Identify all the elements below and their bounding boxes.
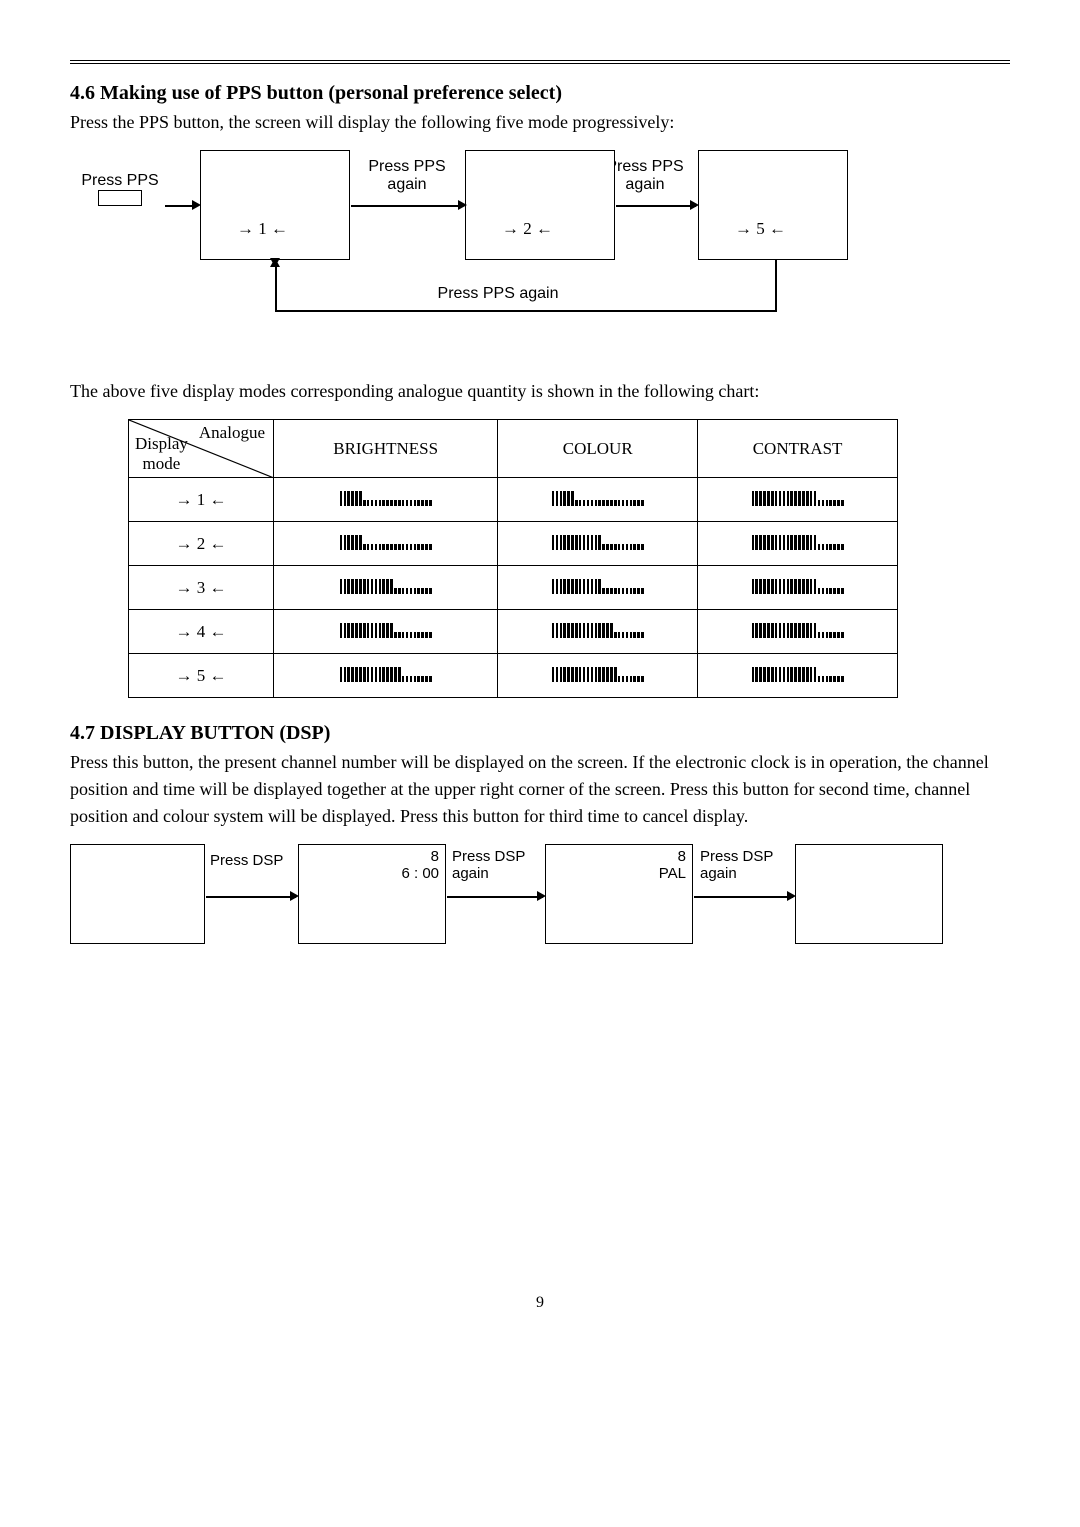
level-bar [752, 532, 844, 550]
arrow-head-icon [192, 200, 201, 210]
press-dsp-label-1: Press DSP [210, 852, 283, 869]
osd1-bottom: 6 : 00 [401, 865, 439, 882]
osd1-top: 8 [431, 848, 439, 865]
bar-cell [498, 654, 698, 698]
arrow-line [775, 260, 777, 312]
arrow-line [165, 205, 195, 207]
col-header: COLOUR [498, 420, 698, 478]
pps-screen-5: 5 [698, 150, 848, 260]
level-bar [552, 620, 644, 638]
bar-cell [274, 566, 498, 610]
heading-4-6: 4.6 Making use of PPS button (personal p… [70, 82, 1010, 105]
arrow-head-icon [690, 200, 699, 210]
table-row: 4 [129, 610, 898, 654]
mode-cell: 5 [129, 654, 274, 698]
osd2-top: 8 [678, 848, 686, 865]
diag-top-label: Analogue [199, 423, 265, 443]
level-bar [552, 664, 644, 682]
pps-button-icon [98, 190, 142, 206]
col-header: BRIGHTNESS [274, 420, 498, 478]
bar-cell [698, 566, 898, 610]
press-dsp-again-label-2: Press DSPagain [700, 848, 773, 883]
dsp-screen-1: 8 6 : 00 [298, 844, 446, 944]
arrow-line [275, 260, 277, 312]
level-bar [340, 664, 432, 682]
mode-cell: 3 [129, 566, 274, 610]
analogue-intro: The above five display modes correspondi… [70, 378, 1010, 405]
table-row: 1 [129, 478, 898, 522]
bar-cell [498, 610, 698, 654]
arrow-line [206, 896, 296, 898]
arrow-line [694, 896, 793, 898]
level-bar [552, 576, 644, 594]
dsp-screen-3 [795, 844, 943, 944]
analogue-chart-table: Analogue Displaymode BRIGHTNESS COLOUR C… [128, 419, 898, 698]
mode-cell: 2 [129, 522, 274, 566]
press-pps-label: Press PPS [81, 172, 158, 189]
dsp-screen-0 [70, 844, 205, 944]
pps-flow-diagram: Press PPS Press PPSagain Press PPSagain … [70, 150, 1010, 360]
bar-cell [274, 654, 498, 698]
bar-cell [498, 522, 698, 566]
arrow-line [447, 896, 543, 898]
press-pps-again-label-1: Press PPSagain [352, 158, 462, 195]
bar-cell [274, 478, 498, 522]
bar-cell [698, 522, 898, 566]
mode-cell: 1 [129, 478, 274, 522]
pps-screen-1: 1 [200, 150, 350, 260]
arrow-head-icon [458, 200, 467, 210]
bar-cell [498, 478, 698, 522]
intro-4-6: Press the PPS button, the screen will di… [70, 109, 1010, 136]
arrow-line [351, 205, 463, 207]
diag-bottom-label: Displaymode [135, 434, 188, 474]
mode-marker-2: 2 [502, 219, 553, 239]
level-bar [340, 532, 432, 550]
level-bar [340, 620, 432, 638]
top-rule [70, 60, 1010, 64]
table-row: 5 [129, 654, 898, 698]
mode-cell: 4 [129, 610, 274, 654]
bar-cell [274, 522, 498, 566]
osd2-bottom: PAL [659, 865, 686, 882]
level-bar [752, 576, 844, 594]
table-row: 3 [129, 566, 898, 610]
diag-header-cell: Analogue Displaymode [129, 420, 274, 478]
level-bar [552, 532, 644, 550]
level-bar [340, 576, 432, 594]
arrow-head-icon [537, 891, 546, 901]
bar-cell [698, 610, 898, 654]
body-4-7: Press this button, the present channel n… [70, 749, 1010, 830]
table-row: 2 [129, 522, 898, 566]
press-dsp-again-label-1: Press DSPagain [452, 848, 525, 883]
bar-cell [698, 478, 898, 522]
dsp-screen-2: 8 PAL [545, 844, 693, 944]
arrow-head-icon [290, 891, 299, 901]
heading-4-7: 4.7 DISPLAY BUTTON (DSP) [70, 722, 1010, 745]
level-bar [552, 488, 644, 506]
level-bar [752, 488, 844, 506]
level-bar [340, 488, 432, 506]
pps-screen-2: 2 [465, 150, 615, 260]
page-number: 9 [70, 1294, 1010, 1312]
arrow-head-icon [787, 891, 796, 901]
press-pps-again-bottom-label: Press PPS again [408, 285, 588, 303]
arrow-line [275, 310, 777, 312]
arrow-head-up-icon [270, 258, 280, 267]
level-bar [752, 664, 844, 682]
bar-cell [698, 654, 898, 698]
col-header: CONTRAST [698, 420, 898, 478]
mode-marker-5: 5 [735, 219, 786, 239]
level-bar [752, 620, 844, 638]
mode-marker-1: 1 [237, 219, 288, 239]
dsp-flow-diagram: Press DSP 8 6 : 00 Press DSPagain 8 PAL … [70, 844, 1010, 964]
arrow-line [616, 205, 696, 207]
bar-cell [274, 610, 498, 654]
bar-cell [498, 566, 698, 610]
